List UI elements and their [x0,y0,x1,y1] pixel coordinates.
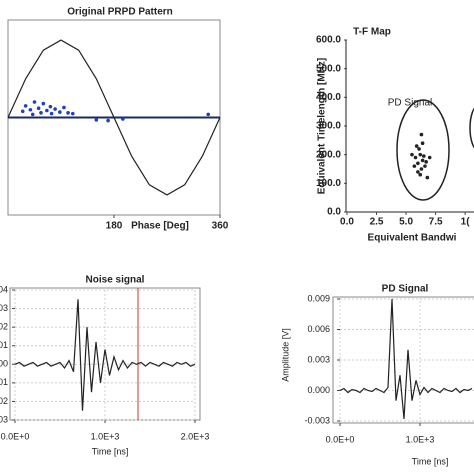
point [30,112,35,117]
point [49,111,54,116]
chart-title: PD Signal [382,284,429,295]
frame [332,296,474,424]
x-tick-label: 1( [461,217,471,228]
x-tick-label: 0.0E+0 [1,431,30,441]
point [53,107,57,111]
x-tick-label: 2.0E+3 [181,431,210,441]
point [418,152,423,157]
chart-title: T-F Map [353,27,391,38]
point [58,110,62,114]
point [413,155,418,160]
series-line [14,299,196,411]
x-axis-label: Time [ns] [412,456,449,466]
y-tick-label: 600.0 [316,35,341,46]
point [41,101,46,106]
y-tick-label: 0.006 [307,324,330,334]
cluster-ring [396,99,450,201]
point [45,108,49,113]
y-axis-label: Amplitude [V] [280,328,290,382]
x-tick-label: 5.0 [399,217,413,228]
chart-title: Original PRPD Pattern [67,7,173,18]
point [23,104,28,108]
point [206,112,211,117]
annotation: PD Signal [388,98,432,109]
y-tick-label: 500.0 [316,63,341,74]
x-tick-label: 0.0 [340,217,354,228]
point [410,152,414,157]
y-tick-label: 01 [0,340,8,350]
point [418,172,423,177]
y-tick-label: 02 [0,322,8,332]
y-tick-label: 0.003 [307,354,330,364]
point [425,175,430,180]
y-tick-label: 0.0 [327,207,341,218]
point [427,155,432,160]
point [66,111,70,115]
y-tick-label: 300.0 [316,121,341,132]
y-tick-label: 01 [0,377,8,387]
y-tick-label: 200.0 [316,149,341,160]
x-axis-label: Time [ns] [92,446,129,456]
x-tick-label: 360 [212,221,229,232]
chart-title: Noise signal [86,275,145,286]
point [48,104,53,109]
point [94,118,99,122]
point [419,167,424,171]
x-tick-label: 180 [106,221,123,232]
point [420,141,425,145]
y-tick-label: 02 [0,396,8,406]
point [36,106,41,111]
series-line [339,299,473,419]
x-tick-label: 0.0E+0 [326,434,355,444]
point [39,111,43,115]
series-line [7,39,221,196]
y-tick-label: 03 [0,414,8,424]
point [70,111,75,116]
y-tick-label: 400.0 [316,92,341,103]
point [62,105,66,110]
point [20,109,25,114]
x-axis-label: Equivalent Bandwi [368,233,457,244]
point [421,154,426,158]
y-tick-label: 04 [0,284,8,294]
point [417,147,421,151]
point [414,144,419,148]
y-tick-label: -0.003 [304,415,330,425]
point [424,160,428,164]
y-tick-label: 0.009 [307,293,330,303]
point [412,164,417,168]
point [416,161,420,166]
x-tick-label: 2.5 [370,217,384,228]
y-tick-label: 00 [0,359,8,369]
point [28,107,33,112]
point [106,118,110,123]
point [121,117,125,121]
cluster-ring [469,107,474,149]
x-tick-label: 1.0E+3 [406,434,435,444]
point [420,158,425,163]
x-tick-label: 1.0E+3 [91,431,120,441]
x-tick-label: 7.5 [429,217,443,228]
point [416,170,420,174]
point [423,164,427,168]
point [32,100,37,104]
y-axis-label: Equivalent Timelength [MHz] [317,58,328,195]
y-tick-label: 0.000 [307,385,330,395]
x-axis-label: Phase [Deg] [131,221,189,232]
y-tick-label: 03 [0,303,8,313]
point [419,132,424,137]
y-tick-label: 100.0 [316,178,341,189]
